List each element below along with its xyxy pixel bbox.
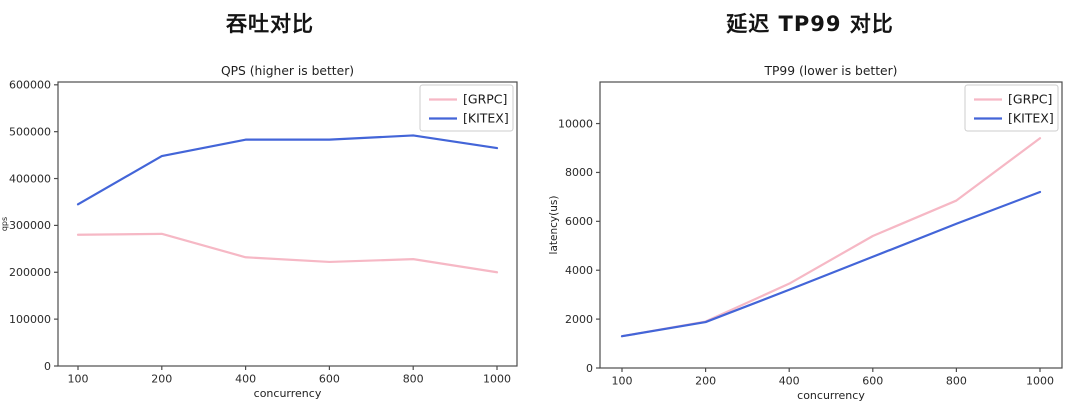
plot-border (57, 81, 518, 367)
throughput-figure-title: 吞吐对比 (226, 12, 314, 36)
series-line-grpc (620, 137, 1042, 338)
x-tick-label: 400 (235, 373, 256, 386)
x-tick-label: 1000 (1026, 375, 1054, 388)
y-tick-label: 6000 (565, 215, 593, 228)
x-axis-label: concurrency (797, 389, 865, 402)
axes-title: QPS (higher is better) (221, 64, 354, 78)
latency-figure: 延迟 TP99 对比 TP99 (lower is better) 0 2000 40… (540, 0, 1080, 413)
x-tick-label: 200 (695, 375, 716, 388)
x-axis-label: concurrency (254, 387, 322, 400)
latency-figure-title: 延迟 TP99 对比 (726, 12, 894, 36)
x-tick-label: 1000 (483, 373, 511, 386)
y-axis-label: qps (0, 217, 9, 231)
throughput-figure: 吞吐对比 QPS (higher is better) 0 100000 200000… (0, 12, 518, 400)
series-line-grpc (76, 232, 499, 274)
x-tick-label: 800 (946, 375, 967, 388)
axes-title: TP99 (lower is better) (764, 64, 898, 78)
x-tick-label: 200 (151, 373, 172, 386)
legend-label: [KITEX] (463, 111, 509, 126)
x-tick-label: 600 (319, 373, 340, 386)
legend-label: [GRPC] (463, 92, 507, 107)
y-axis-label: latency(us) (548, 196, 560, 255)
y-tick-label: 100000 (9, 313, 51, 326)
latency-chart: TP99 (lower is better) 0 2000 4000 6000 8000 1… (548, 64, 1063, 402)
series-line-kitex (76, 134, 499, 206)
y-tick-label: 0 (44, 360, 51, 373)
series-line-kitex (620, 190, 1042, 338)
y-tick-label: 300000 (9, 219, 51, 232)
plot-border (599, 81, 1063, 369)
x-tick-label: 600 (862, 375, 883, 388)
y-tick-label: 10000 (558, 117, 593, 130)
x-tick-label: 400 (779, 375, 800, 388)
throughput-chart: QPS (higher is better) 0 100000 200000 30000… (0, 64, 518, 400)
y-tick-label: 2000 (565, 313, 593, 326)
y-tick-label: 0 (586, 362, 593, 375)
y-tick-label: 4000 (565, 264, 593, 277)
x-tick-label: 800 (403, 373, 424, 386)
y-tick-label: 8000 (565, 166, 593, 179)
y-tick-label: 500000 (9, 125, 51, 138)
x-tick-label: 100 (68, 373, 89, 386)
legend-label: [KITEX] (1008, 111, 1054, 126)
y-tick-label: 200000 (9, 266, 51, 279)
legend-label: [GRPC] (1008, 92, 1052, 107)
y-tick-label: 600000 (9, 79, 51, 92)
y-tick-label: 400000 (9, 172, 51, 185)
x-tick-label: 100 (612, 375, 633, 388)
